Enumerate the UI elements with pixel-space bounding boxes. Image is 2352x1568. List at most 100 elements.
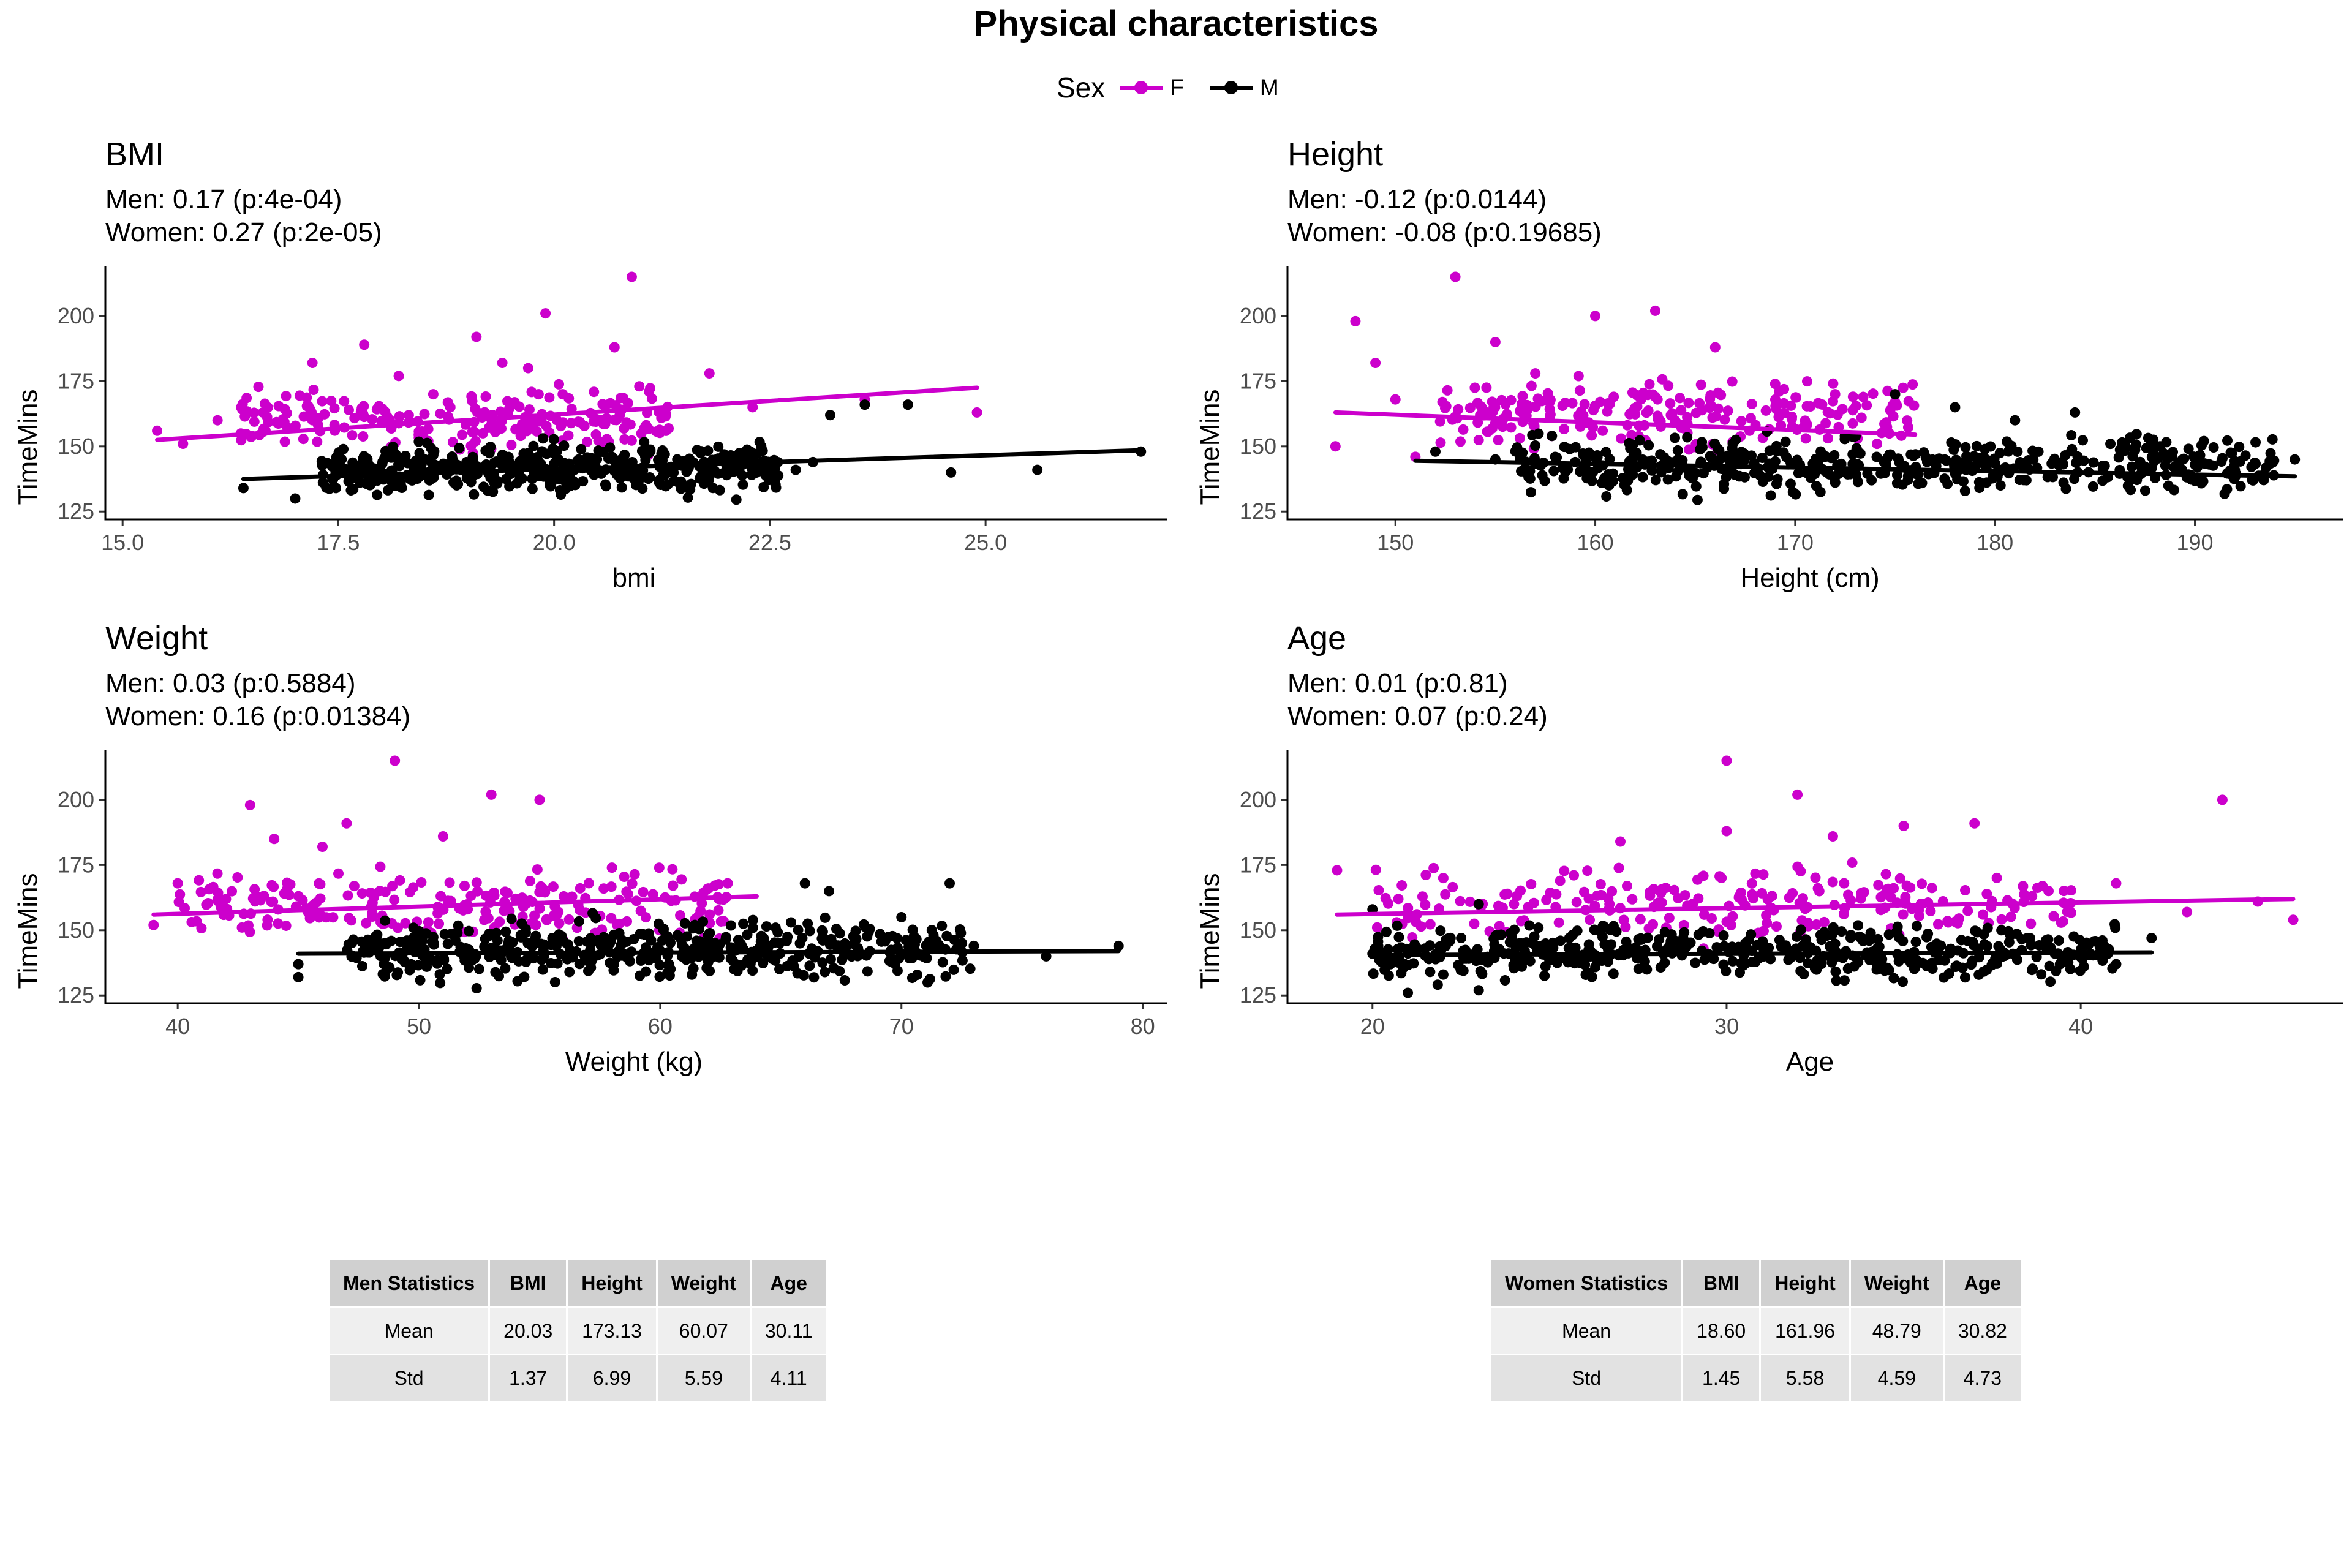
data-point-f <box>2018 881 2029 892</box>
data-point-f <box>148 919 159 930</box>
data-point-f <box>1839 878 1850 889</box>
data-point-m <box>1909 963 1920 974</box>
table-cell: 161.96 <box>1760 1307 1851 1355</box>
table-header: Height <box>1760 1260 1851 1308</box>
data-point-m <box>490 967 501 978</box>
data-point-m <box>799 878 810 889</box>
table-cell: 4.11 <box>750 1354 828 1403</box>
data-point-f <box>1797 893 1808 904</box>
data-point-m <box>1032 464 1043 475</box>
data-point-f <box>1608 391 1619 402</box>
data-point-f <box>747 402 758 413</box>
data-point-m <box>1771 440 1782 451</box>
data-point-f <box>1590 311 1601 322</box>
data-point-m <box>1460 944 1471 956</box>
data-point-f <box>471 877 482 888</box>
data-point-f <box>212 868 223 879</box>
data-point-f <box>241 393 252 404</box>
data-point-m <box>2020 458 2031 469</box>
data-point-f <box>457 429 468 440</box>
data-point-m <box>1996 925 2007 936</box>
data-point-m <box>909 939 920 950</box>
data-point-f <box>1790 392 1801 403</box>
data-point-f <box>390 755 401 766</box>
data-point-m <box>1565 942 1576 953</box>
data-point-m <box>1642 932 1653 943</box>
data-point-f <box>361 918 372 929</box>
data-point-m <box>1547 431 1558 442</box>
data-point-f <box>1621 880 1632 891</box>
data-point-m <box>336 454 347 465</box>
data-point-m <box>393 459 404 470</box>
data-point-f <box>1435 437 1446 448</box>
data-point-f <box>1579 399 1590 410</box>
data-point-f <box>1487 396 1498 407</box>
data-point-f <box>558 891 569 902</box>
data-point-m <box>500 926 511 937</box>
data-point-m <box>785 917 796 928</box>
data-point-f <box>627 878 638 889</box>
data-point-m <box>2060 450 2071 461</box>
data-point-m <box>1558 473 1569 484</box>
data-point-f <box>244 799 255 810</box>
data-point-m <box>364 480 375 491</box>
data-point-m <box>747 922 758 933</box>
y-tick-label: 125 <box>1240 982 1276 1008</box>
data-point-f <box>534 903 545 914</box>
data-point-f <box>311 897 322 908</box>
data-point-m <box>820 967 831 978</box>
data-point-m <box>1672 445 1683 456</box>
data-point-m <box>1893 932 1904 943</box>
table-cell: 5.59 <box>657 1354 752 1403</box>
data-point-f <box>1885 405 1896 416</box>
data-point-f <box>1594 396 1605 407</box>
data-point-m <box>1724 468 1735 479</box>
data-point-f <box>1727 911 1738 922</box>
data-point-f <box>1695 379 1706 390</box>
data-point-m <box>1839 975 1850 986</box>
data-point-m <box>1373 932 1384 943</box>
data-point-m <box>760 938 771 949</box>
data-point-m <box>560 483 571 494</box>
data-point-f <box>1903 396 1914 407</box>
data-point-m <box>432 955 443 966</box>
table-header: Men Statistics <box>330 1260 491 1308</box>
data-point-m <box>290 493 301 504</box>
data-point-m <box>646 935 657 946</box>
data-point-m <box>1738 941 1749 952</box>
data-point-m <box>1757 452 1768 463</box>
data-point-m <box>2235 481 2246 492</box>
data-point-f <box>243 920 254 931</box>
data-point-m <box>1113 940 1124 951</box>
data-point-m <box>1628 450 1639 461</box>
data-point-m <box>1927 963 1938 974</box>
data-point-m <box>1845 930 1856 941</box>
data-point-m <box>439 929 450 940</box>
data-point-m <box>761 921 772 932</box>
data-point-m <box>703 956 714 967</box>
data-point-m <box>2198 435 2209 447</box>
data-point-m <box>624 956 635 967</box>
data-point-f <box>356 403 368 414</box>
data-point-f <box>201 899 212 910</box>
data-point-f <box>1847 405 1858 416</box>
data-point-f <box>1428 862 1439 873</box>
data-point-f <box>262 402 273 413</box>
x-tick-label: 80 <box>1131 1014 1155 1039</box>
data-point-m <box>1970 460 1981 471</box>
data-point-f <box>1713 387 1724 398</box>
data-point-m <box>1780 436 1791 447</box>
data-point-f <box>1393 894 1404 905</box>
data-point-m <box>415 974 426 986</box>
data-point-f <box>400 918 411 929</box>
data-point-f <box>1332 865 1343 876</box>
trend-line-m <box>1370 950 2154 957</box>
data-point-f <box>1719 414 1730 425</box>
data-point-m <box>1989 453 2000 464</box>
data-point-m <box>1918 447 1929 458</box>
data-point-f <box>1571 897 1582 908</box>
data-point-m <box>394 937 405 948</box>
data-point-m <box>2006 440 2017 451</box>
data-point-f <box>535 416 546 427</box>
y-tick-label: 150 <box>58 434 94 459</box>
